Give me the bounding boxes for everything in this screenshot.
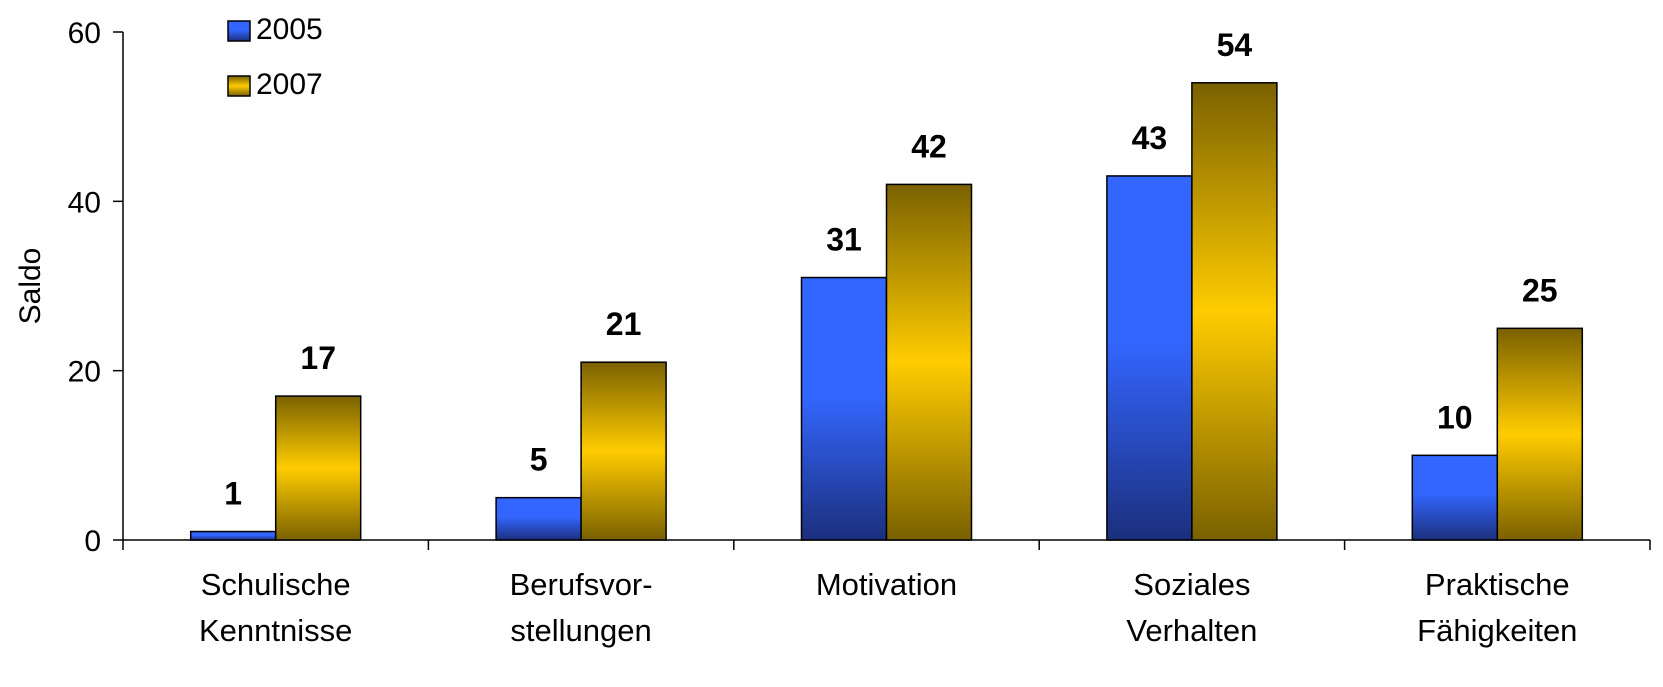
x-category-label: Motivation — [816, 567, 957, 602]
legend-label-2005: 2005 — [256, 13, 323, 46]
x-category-label: Berufsvor- — [510, 567, 653, 602]
x-category-label: Fähigkeiten — [1417, 613, 1577, 648]
x-category-label: Praktische — [1425, 567, 1570, 602]
legend-item-2007: 2007 — [227, 68, 323, 101]
data-label-2007-4: 25 — [1522, 272, 1558, 308]
data-label-2007-2: 42 — [911, 128, 947, 164]
labels: Schulische Kenntnisse 1 17 Berufsvor-stellun… — [199, 27, 1577, 648]
y-tick-label: 0 — [84, 525, 101, 558]
legend: 2005 2007 — [227, 13, 323, 101]
data-label-2005-0: 1 — [224, 476, 242, 512]
x-category-label: Kenntnisse — [199, 613, 352, 648]
legend-item-2005: 2005 — [227, 13, 323, 46]
data-label-2007-0: 17 — [300, 340, 336, 376]
bar-2005-2 — [800, 276, 888, 541]
data-label-2005-1: 5 — [530, 442, 548, 478]
bar-2005-4 — [1411, 454, 1499, 541]
y-tick-label: 20 — [68, 356, 101, 389]
x-category-label: Verhalten — [1126, 613, 1257, 648]
bar-2007-1 — [580, 361, 667, 541]
bar-2007-0 — [274, 395, 362, 541]
data-label-2007-3: 54 — [1217, 27, 1253, 63]
legend-swatch-2005 — [227, 20, 251, 42]
data-label-2005-2: 31 — [826, 222, 862, 258]
data-label-2007-1: 21 — [606, 306, 642, 342]
bar-2005-0 — [189, 530, 277, 541]
bar-2007-2 — [885, 183, 973, 541]
x-category-label: stellungen — [510, 613, 651, 648]
data-label-2005-3: 43 — [1132, 120, 1168, 156]
bar-2005-1 — [495, 496, 582, 541]
y-axis-title: Saldo — [14, 248, 47, 325]
ticks: 0 20 40 60 — [68, 17, 1651, 558]
y-tick-label: 40 — [68, 186, 101, 219]
legend-label-2007: 2007 — [256, 68, 323, 101]
y-tick-label: 60 — [68, 17, 101, 50]
bars — [189, 82, 1584, 541]
bar-2007-3 — [1191, 82, 1278, 541]
x-category-label: Soziales — [1133, 567, 1250, 602]
data-label-2005-4: 10 — [1437, 399, 1473, 435]
x-category-label: Schulische — [201, 567, 351, 602]
bar-2007-4 — [1496, 327, 1584, 541]
bar-2005-3 — [1106, 175, 1193, 541]
legend-swatch-2007 — [227, 75, 251, 97]
